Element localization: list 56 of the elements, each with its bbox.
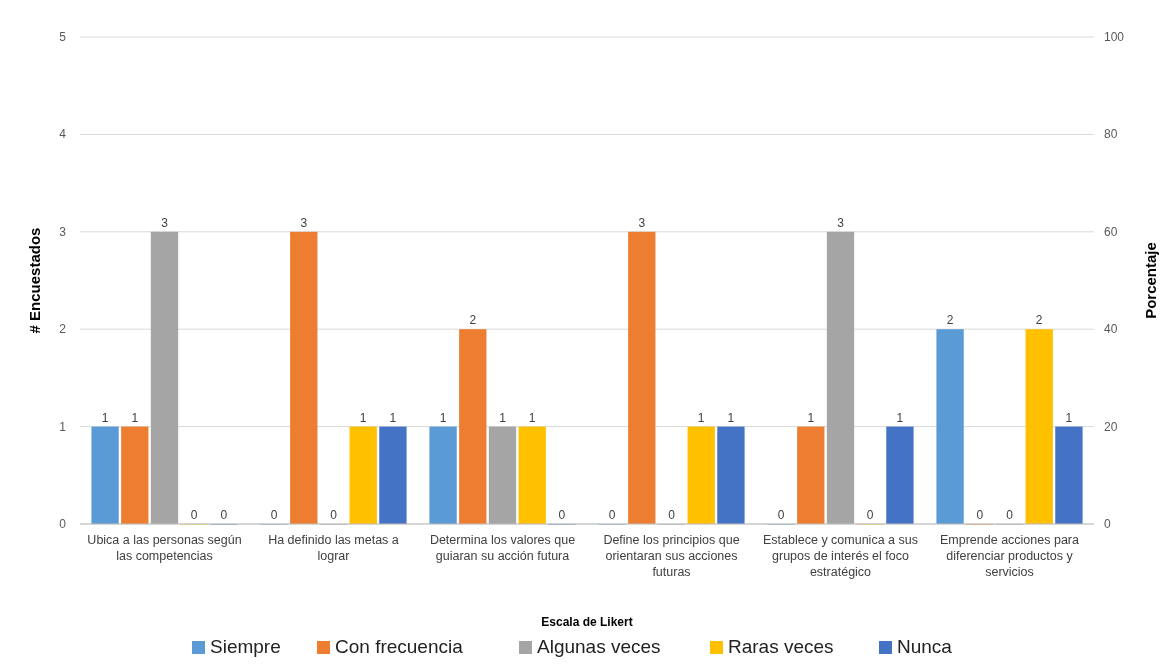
legend-label: Siempre [210,636,281,657]
data-label: 1 [359,410,367,425]
y-tick-label: 0 [59,517,67,531]
x-axis-title: Escala de Likert [541,615,633,629]
y-axis-title: # Encuestados [26,227,43,334]
data-label: 1 [896,410,904,425]
x-tick-label: Ha definido las metas a lograr [268,533,399,563]
x-tick-label: Determina los valores que guiaran su acción futura [429,533,576,563]
x-tick-label: Emprende acciones para diferenciar productos y servicios [940,533,1080,579]
data-label: 3 [837,215,845,230]
y2-axis-title: Porcentaje [1142,242,1159,319]
y-tick-label: 5 [59,30,67,44]
y2-tick-label: 60 [1104,224,1118,239]
data-label: 0 [866,508,874,522]
y2-tick-label: 20 [1104,419,1118,434]
data-label: 1 [101,410,109,425]
x-tick-label: Establece y comunica a sus grupos de interés el foco estratégico [763,533,918,579]
legend-label: Con frecuencia [335,636,464,657]
data-label: 2 [469,313,477,328]
data-label: 0 [330,508,338,522]
data-label: 0 [668,508,676,522]
y2-tick-label: 80 [1104,127,1118,142]
data-label: 2 [946,313,954,328]
data-label: 1 [131,410,139,425]
data-label: 1 [499,410,507,425]
data-label: 0 [190,508,198,522]
data-label: 0 [558,508,566,522]
y-tick-label: 4 [59,127,67,142]
y-tick-label: 1 [59,419,67,434]
data-label: 1 [807,410,815,425]
y2-tick-label: 100 [1104,30,1125,44]
data-label: 1 [389,410,397,425]
data-label: 0 [608,508,616,522]
y-tick-label: 2 [59,322,67,337]
data-label: 1 [1065,410,1073,425]
data-label: 1 [697,410,705,425]
data-label: 0 [220,508,228,522]
data-label: 3 [638,215,646,230]
y2-tick-label: 40 [1104,322,1118,337]
data-label: 0 [777,508,785,522]
data-label: 1 [439,410,447,425]
x-tick-label: Ubica a las personas según las competencias [87,533,242,563]
y2-tick-label: 0 [1104,517,1111,531]
data-label: 3 [300,215,308,230]
legend-label: Raras veces [728,636,834,657]
data-label: 0 [270,508,278,522]
legend-label: Nunca [897,636,953,657]
legend-label: Algunas veces [537,636,661,657]
data-label: 0 [1006,508,1014,522]
data-label: 1 [528,410,536,425]
data-label: 3 [161,215,169,230]
data-label: 0 [976,508,984,522]
y-tick-label: 3 [59,224,67,239]
data-label: 1 [727,410,735,425]
data-label: 2 [1035,313,1043,328]
x-tick-label: Define los principios que orientaran sus acciones futuras [603,533,740,579]
